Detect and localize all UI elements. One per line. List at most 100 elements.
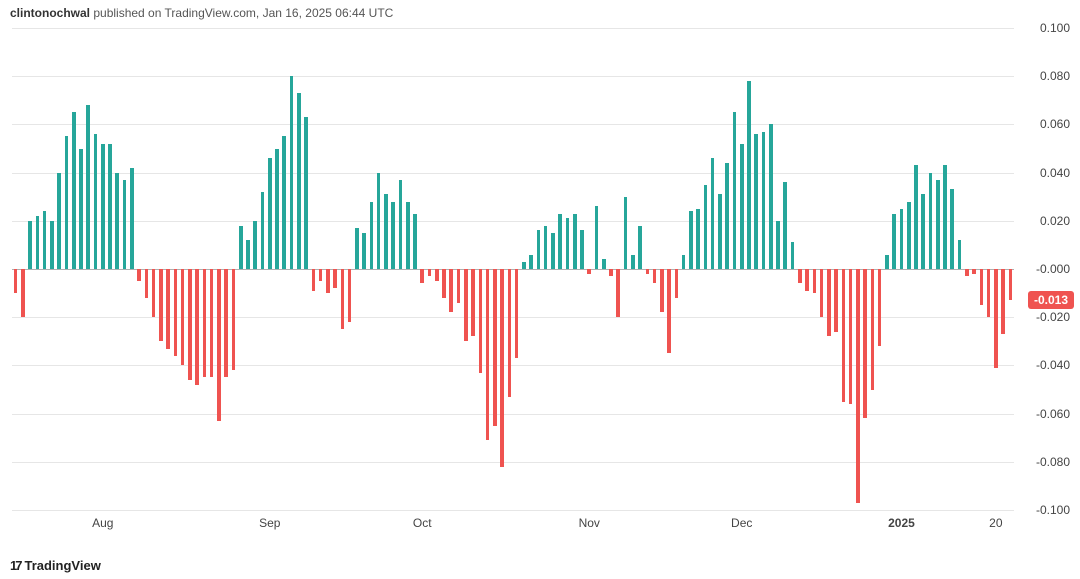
histogram-bar — [115, 173, 119, 269]
histogram-bar — [246, 240, 250, 269]
histogram-bar — [203, 269, 207, 377]
histogram-bar — [195, 269, 199, 385]
y-tick-label: -0.100 — [1036, 503, 1070, 517]
y-tick-label: 0.080 — [1040, 69, 1070, 83]
histogram-bar — [522, 262, 526, 269]
x-tick-label: Nov — [579, 516, 600, 530]
histogram-bar — [921, 194, 925, 269]
gridline — [12, 28, 1014, 29]
histogram-bar — [79, 149, 83, 270]
y-tick-label: -0.080 — [1036, 455, 1070, 469]
gridline — [12, 221, 1014, 222]
histogram-chart[interactable] — [12, 28, 1014, 510]
histogram-bar — [130, 168, 134, 269]
histogram-bar — [820, 269, 824, 317]
publish-caption: clintonochwal published on TradingView.c… — [10, 6, 393, 20]
histogram-bar — [747, 81, 751, 269]
histogram-bar — [413, 214, 417, 269]
histogram-bar — [733, 112, 737, 269]
histogram-bar — [551, 233, 555, 269]
histogram-bar — [108, 144, 112, 269]
histogram-bar — [123, 180, 127, 269]
histogram-bar — [253, 221, 257, 269]
y-tick-label: -0.060 — [1036, 407, 1070, 421]
histogram-bar — [660, 269, 664, 312]
histogram-bar — [849, 269, 853, 404]
x-tick-label: Dec — [731, 516, 752, 530]
histogram-bar — [871, 269, 875, 390]
y-tick-label: -0.040 — [1036, 358, 1070, 372]
histogram-bar — [813, 269, 817, 293]
x-tick-label: 20 — [989, 516, 1002, 530]
histogram-bar — [1009, 269, 1013, 300]
histogram-bar — [319, 269, 323, 281]
histogram-bar — [878, 269, 882, 346]
histogram-bar — [834, 269, 838, 332]
histogram-bar — [28, 221, 32, 269]
y-tick-label: -0.000 — [1036, 262, 1070, 276]
histogram-bar — [965, 269, 969, 276]
histogram-bar — [515, 269, 519, 358]
y-axis: -0.013 0.1000.0800.0600.0400.020-0.000-0… — [1016, 28, 1076, 510]
x-tick-label: Sep — [259, 516, 280, 530]
histogram-bar — [471, 269, 475, 336]
histogram-bar — [682, 255, 686, 269]
histogram-bar — [486, 269, 490, 440]
tradingview-icon: 17 — [10, 558, 20, 573]
histogram-bar — [936, 180, 940, 269]
histogram-bar — [479, 269, 483, 373]
histogram-bar — [152, 269, 156, 317]
histogram-bar — [740, 144, 744, 269]
histogram-bar — [420, 269, 424, 283]
histogram-bar — [842, 269, 846, 402]
histogram-bar — [675, 269, 679, 298]
histogram-bar — [580, 230, 584, 269]
histogram-bar — [754, 134, 758, 269]
publish-suffix: published on TradingView.com, Jan 16, 20… — [90, 6, 393, 20]
y-tick-label: 0.100 — [1040, 21, 1070, 35]
histogram-bar — [958, 240, 962, 269]
histogram-bar — [232, 269, 236, 370]
histogram-bar — [994, 269, 998, 368]
histogram-bar — [355, 228, 359, 269]
histogram-bar — [500, 269, 504, 467]
histogram-bar — [36, 216, 40, 269]
gridline — [12, 462, 1014, 463]
tradingview-text: TradingView — [24, 558, 100, 573]
histogram-bar — [188, 269, 192, 380]
histogram-bar — [377, 173, 381, 269]
histogram-bar — [333, 269, 337, 288]
histogram-bar — [326, 269, 330, 293]
histogram-bar — [1001, 269, 1005, 334]
histogram-bar — [653, 269, 657, 283]
y-tick-label: 0.060 — [1040, 117, 1070, 131]
histogram-bar — [86, 105, 90, 269]
histogram-bar — [609, 269, 613, 276]
histogram-bar — [689, 211, 693, 269]
histogram-bar — [529, 255, 533, 269]
histogram-bar — [544, 226, 548, 269]
histogram-bar — [282, 136, 286, 269]
histogram-bar — [159, 269, 163, 341]
tradingview-watermark: 17 TradingView — [10, 558, 101, 573]
histogram-bar — [210, 269, 214, 377]
histogram-bar — [537, 230, 541, 269]
gridline — [12, 124, 1014, 125]
histogram-bar — [566, 218, 570, 269]
y-tick-label: 0.020 — [1040, 214, 1070, 228]
histogram-bar — [239, 226, 243, 269]
x-tick-label: Oct — [413, 516, 432, 530]
histogram-bar — [406, 202, 410, 269]
histogram-bar — [696, 209, 700, 269]
histogram-bar — [587, 269, 591, 274]
gridline — [12, 76, 1014, 77]
histogram-bar — [72, 112, 76, 269]
histogram-bar — [261, 192, 265, 269]
histogram-bar — [558, 214, 562, 269]
histogram-bar — [217, 269, 221, 421]
gridline — [12, 510, 1014, 511]
histogram-bar — [704, 185, 708, 269]
histogram-bar — [166, 269, 170, 349]
histogram-bar — [914, 165, 918, 269]
histogram-bar — [776, 221, 780, 269]
